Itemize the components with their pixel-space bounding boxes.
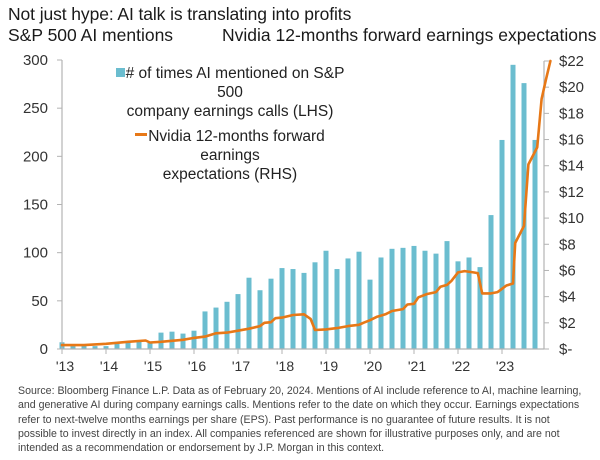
line-swatch-icon bbox=[135, 133, 148, 137]
bar bbox=[334, 269, 340, 349]
bar-series bbox=[59, 64, 538, 350]
left-axis-subtitle: S&P 500 AI mentions bbox=[8, 25, 174, 45]
right-tick-label: $8 bbox=[559, 236, 576, 253]
bar bbox=[92, 346, 98, 349]
bar bbox=[81, 345, 87, 349]
bar bbox=[279, 268, 285, 349]
right-tick-label: $14 bbox=[559, 158, 584, 175]
chart-title: Not just hype: AI talk is translating in… bbox=[8, 4, 352, 24]
bar bbox=[224, 301, 230, 349]
bar bbox=[499, 139, 505, 349]
x-tick-label: '13 bbox=[56, 358, 74, 374]
bar bbox=[411, 245, 417, 349]
legend-bar-label-2: company earnings calls (LHS) bbox=[126, 103, 334, 120]
bar bbox=[312, 262, 318, 349]
x-tick-label: '14 bbox=[100, 358, 118, 374]
bar bbox=[400, 247, 406, 349]
right-tick-label: $20 bbox=[559, 79, 584, 96]
legend-bar-label-1: # of times AI mentioned on S&P 500 bbox=[125, 65, 345, 101]
x-tick-label: '16 bbox=[188, 358, 206, 374]
left-tick-label: 200 bbox=[23, 148, 48, 165]
right-tick-label: $4 bbox=[559, 289, 576, 306]
bar bbox=[202, 311, 208, 349]
bar bbox=[257, 290, 263, 349]
left-tick-label: 50 bbox=[31, 293, 48, 310]
bar bbox=[136, 340, 142, 349]
legend-item-line: Nvidia 12-months forward earnings expect… bbox=[110, 127, 350, 184]
right-tick-label: $6 bbox=[559, 262, 576, 279]
bar bbox=[356, 251, 362, 349]
left-tick-label: 300 bbox=[23, 52, 48, 69]
bar bbox=[433, 253, 439, 349]
bar-swatch-icon bbox=[115, 68, 125, 78]
bar bbox=[125, 341, 131, 349]
right-tick-label: $10 bbox=[559, 210, 584, 227]
bar bbox=[147, 342, 153, 349]
bar bbox=[268, 278, 274, 349]
bar bbox=[345, 258, 351, 349]
bar bbox=[323, 250, 329, 349]
x-tick-label: '23 bbox=[496, 358, 514, 374]
bar bbox=[378, 257, 384, 349]
bar bbox=[477, 267, 483, 349]
right-tick-label: $12 bbox=[559, 184, 584, 201]
legend-item-bars: # of times AI mentioned on S&P 500 compa… bbox=[110, 64, 350, 121]
right-axis-subtitle: Nvidia 12-months forward earnings expect… bbox=[222, 25, 597, 45]
axes bbox=[57, 59, 549, 354]
x-tick-label: '19 bbox=[320, 358, 338, 374]
right-tick-label: $18 bbox=[559, 105, 584, 122]
right-tick-label: $2 bbox=[559, 315, 576, 332]
x-tick-label: '15 bbox=[144, 358, 162, 374]
source-footnote: Source: Bloomberg Finance L.P. Data as o… bbox=[18, 385, 582, 455]
nvidia-earnings-line bbox=[60, 59, 552, 347]
right-tick-label: $16 bbox=[559, 132, 584, 149]
bar bbox=[301, 272, 307, 349]
right-tick-label: $- bbox=[559, 341, 572, 358]
x-tick-label: '22 bbox=[452, 358, 470, 374]
bar bbox=[180, 333, 186, 349]
bar bbox=[455, 261, 461, 349]
legend-line-label-1: Nvidia 12-months forward earnings bbox=[148, 128, 325, 164]
bar bbox=[488, 215, 494, 349]
axis-labels: 0 50 100 150 200 250 300 $- $2 $4 $6 $8 $10 $12 $14 $16… bbox=[23, 52, 584, 374]
legend: # of times AI mentioned on S&P 500 compa… bbox=[110, 64, 350, 184]
bar bbox=[70, 346, 76, 349]
bar bbox=[103, 346, 109, 349]
bar bbox=[213, 307, 219, 349]
bar bbox=[114, 343, 120, 349]
bar bbox=[532, 139, 538, 349]
bar bbox=[367, 279, 373, 349]
legend-line-label-2: expectations (RHS) bbox=[162, 166, 298, 183]
x-tick-label: '21 bbox=[408, 358, 426, 374]
bar bbox=[510, 64, 516, 350]
left-tick-label: 0 bbox=[40, 341, 48, 358]
bar bbox=[191, 330, 197, 349]
bar bbox=[246, 277, 252, 349]
chart-area: 0 50 100 150 200 250 300 $- $2 $4 $6 $8 $10 $12 $14 $16… bbox=[23, 52, 584, 374]
bar bbox=[444, 241, 450, 349]
bar bbox=[389, 248, 395, 349]
left-tick-label: 100 bbox=[23, 245, 48, 262]
x-tick-label: '18 bbox=[276, 358, 294, 374]
bar bbox=[466, 257, 472, 349]
bar bbox=[422, 250, 428, 349]
x-tick-label: '20 bbox=[364, 358, 382, 374]
bar bbox=[290, 269, 296, 349]
right-tick-label: $22 bbox=[559, 53, 584, 70]
left-tick-label: 150 bbox=[23, 197, 48, 214]
x-tick-label: '17 bbox=[232, 358, 250, 374]
left-tick-label: 250 bbox=[23, 100, 48, 117]
bar bbox=[235, 294, 241, 349]
